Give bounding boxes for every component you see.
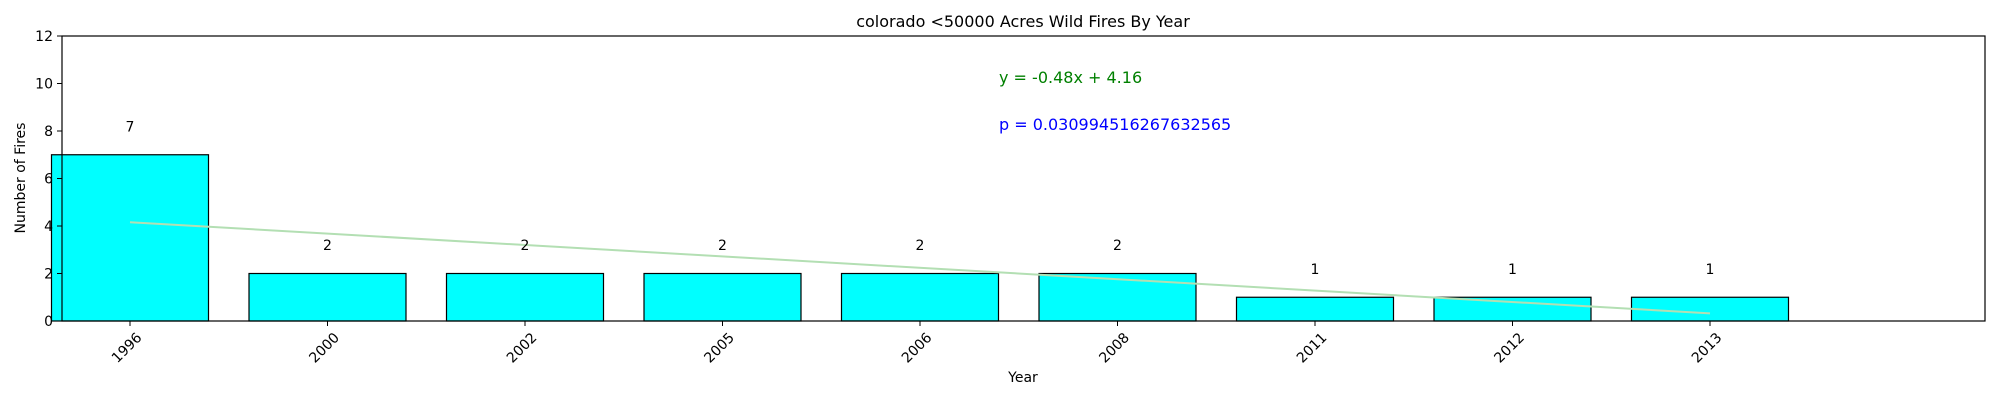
- x-tick-label: 2008: [1096, 330, 1133, 367]
- y-tick-label: 2: [44, 267, 53, 283]
- y-tick-label: 10: [35, 77, 53, 93]
- bar-2006: [840, 272, 1000, 322]
- x-tick-label: 2006: [899, 330, 936, 367]
- bar-value-label: 7: [126, 119, 135, 135]
- trendline-equation: y = -0.48x + 4.16: [999, 68, 1142, 87]
- x-tick-label: 2011: [1294, 330, 1331, 367]
- y-tick-label: 4: [44, 219, 53, 235]
- y-tick-label: 8: [44, 124, 53, 140]
- bar-2002: [445, 272, 605, 322]
- bar-2011: [1235, 296, 1395, 322]
- bar-value-label: 2: [916, 238, 925, 254]
- y-tick-label: 12: [35, 29, 53, 45]
- bar-2000: [248, 272, 407, 322]
- bar-2005: [643, 272, 802, 322]
- bar-value-label: 2: [1113, 238, 1122, 254]
- x-tick-label: 2002: [504, 330, 541, 367]
- bar-value-label: 2: [521, 238, 530, 254]
- bar-value-label: 2: [718, 238, 727, 254]
- bar-2008: [1038, 272, 1197, 322]
- bar-2012: [1433, 296, 1592, 322]
- bar-value-label: 1: [1706, 262, 1715, 278]
- bar-value-label: 1: [1508, 262, 1517, 278]
- y-axis-title: Number of Fires: [13, 123, 29, 234]
- x-tick-label: 2012: [1491, 330, 1528, 367]
- p-value-annotation: p = 0.030994516267632565: [999, 115, 1231, 134]
- x-tick-label: 2013: [1689, 330, 1726, 367]
- trendline: [129, 221, 1711, 315]
- x-axis-title: Year: [1007, 370, 1038, 386]
- bar-1996: [50, 154, 210, 322]
- chart-title: colorado <50000 Acres Wild Fires By Year: [856, 12, 1190, 31]
- y-tick-label: 6: [44, 172, 53, 188]
- x-tick-label: 1996: [109, 330, 146, 367]
- bar-value-label: 2: [323, 238, 332, 254]
- y-tick-label: 0: [44, 314, 53, 330]
- x-tick-label: 2005: [701, 330, 738, 367]
- x-tick-label: 2000: [306, 330, 343, 367]
- bar-value-label: 1: [1311, 262, 1320, 278]
- bar-2013: [1630, 296, 1790, 322]
